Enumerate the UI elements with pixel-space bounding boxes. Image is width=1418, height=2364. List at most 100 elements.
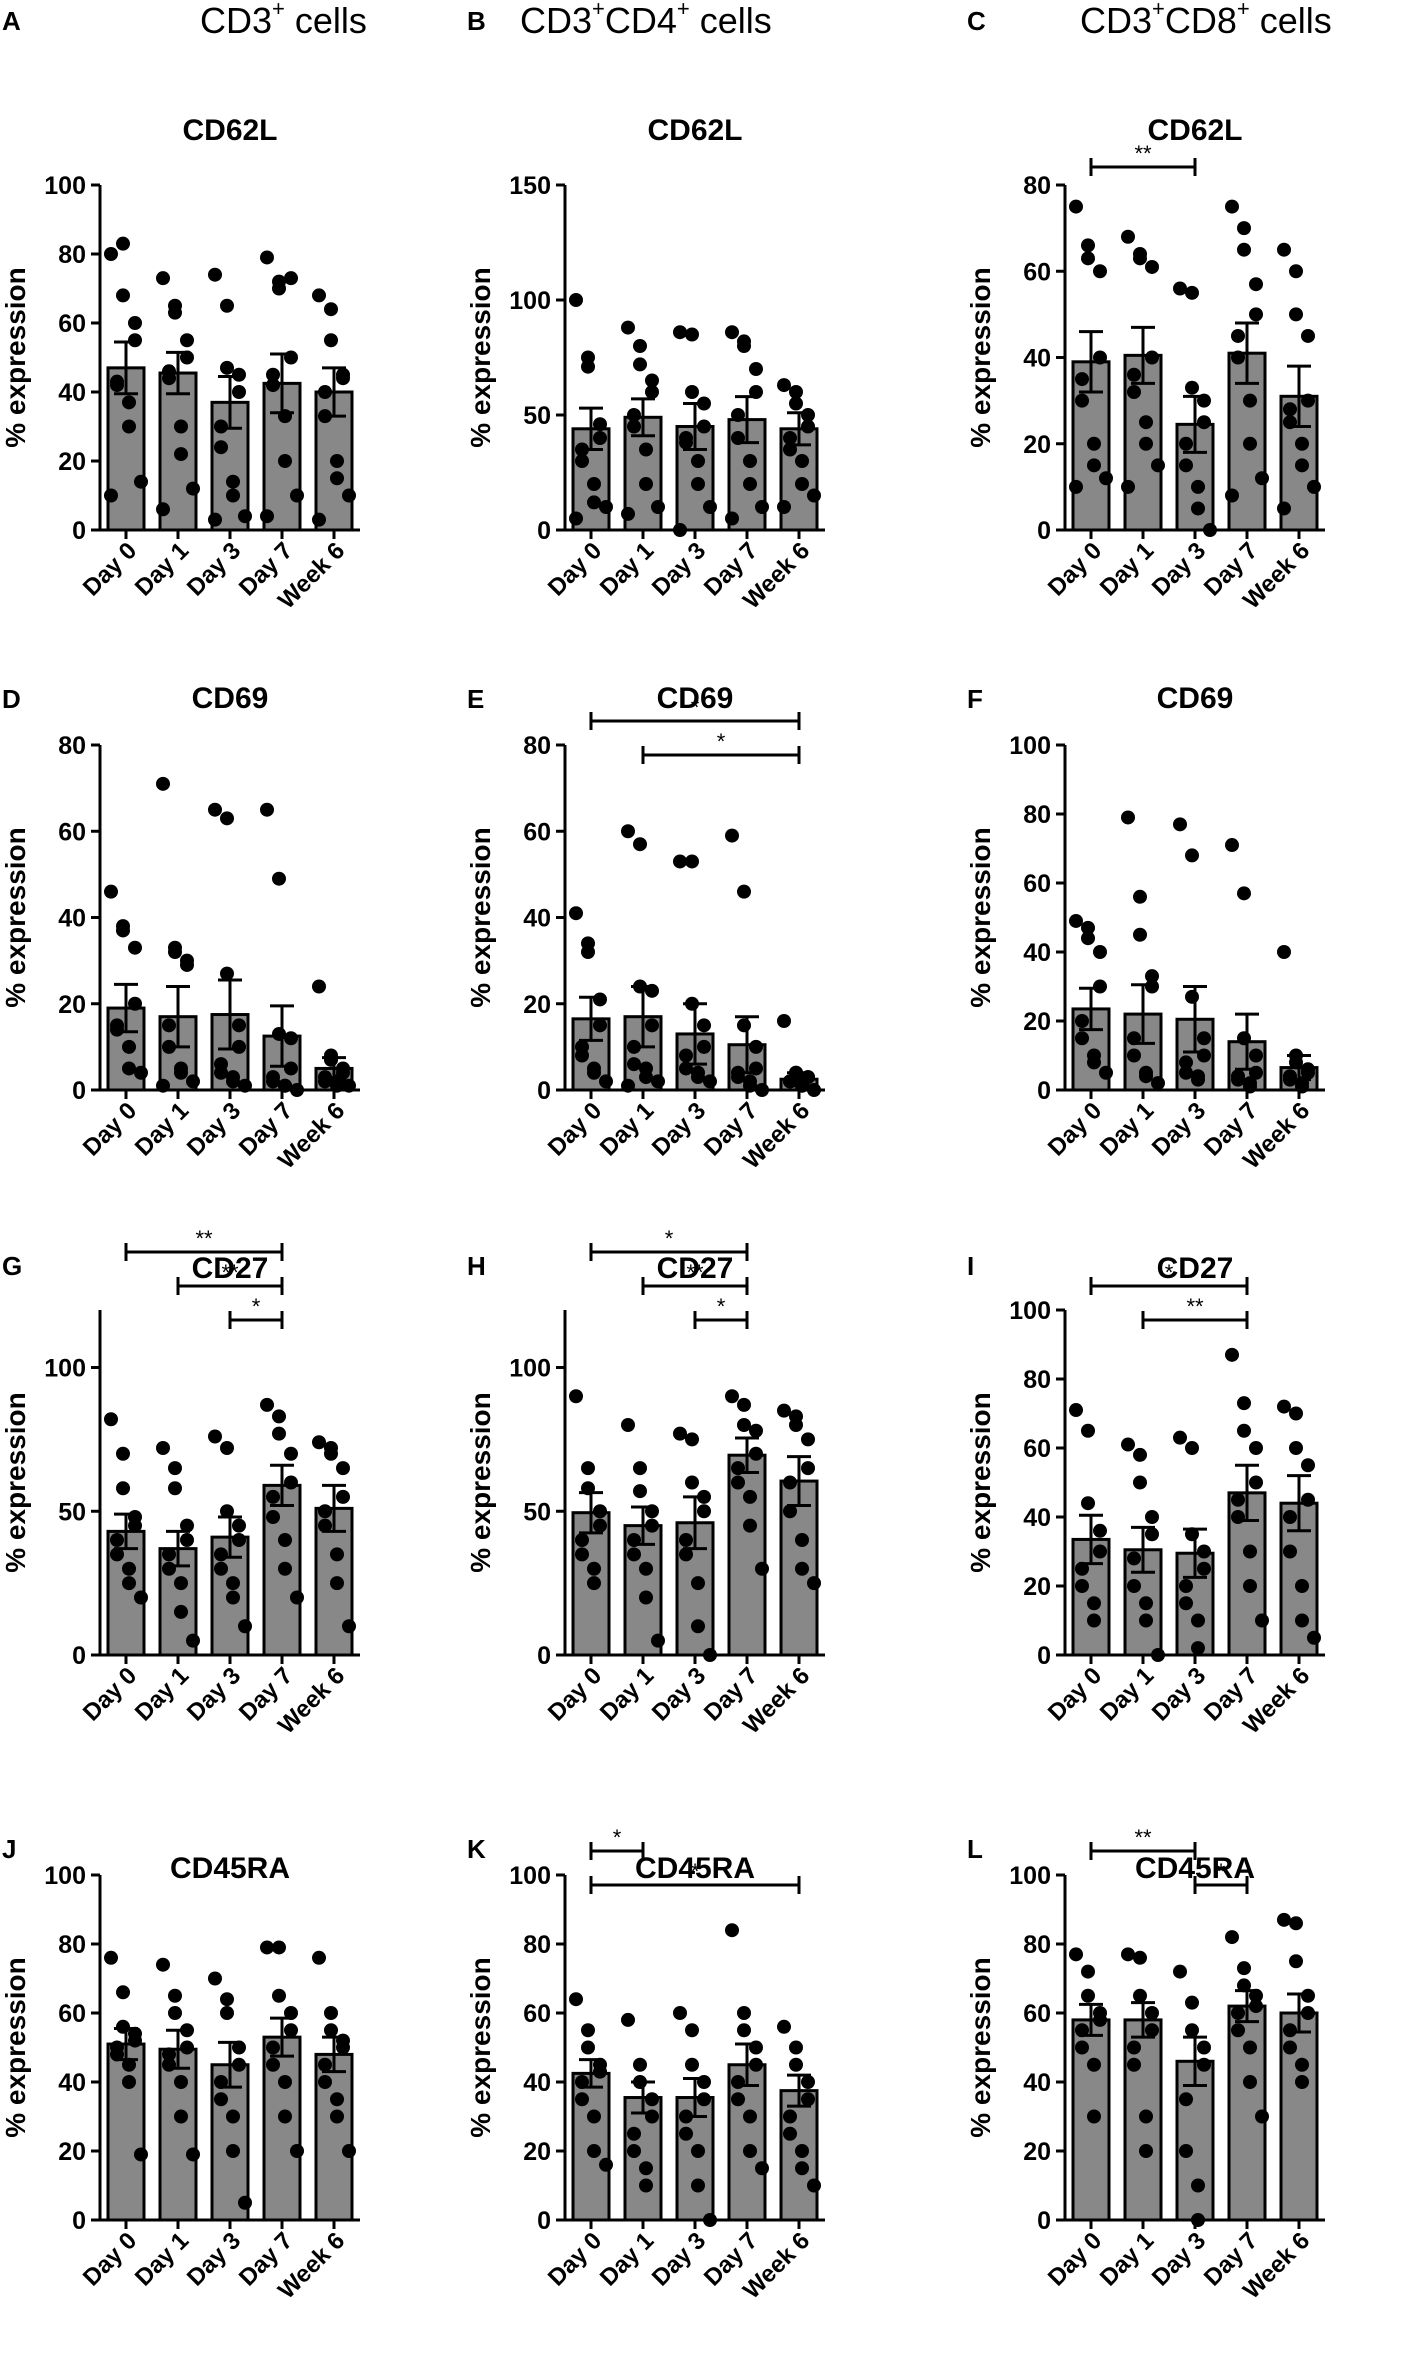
data-point <box>679 1061 693 1076</box>
data-point <box>575 2075 589 2089</box>
data-point <box>569 1992 583 2007</box>
data-point <box>1243 1544 1257 1559</box>
data-point <box>128 333 142 348</box>
data-point <box>266 1074 280 1089</box>
data-point <box>110 378 124 393</box>
data-point <box>122 419 136 434</box>
data-point <box>1133 1475 1147 1490</box>
data-point <box>581 2023 595 2038</box>
data-point <box>801 1432 815 1447</box>
data-point <box>1075 1561 1089 1576</box>
panel-letter: H <box>467 1251 486 1281</box>
data-point <box>587 477 601 491</box>
data-point <box>1145 350 1159 365</box>
data-point <box>703 1074 717 1089</box>
data-point <box>1191 501 1205 516</box>
data-point <box>318 385 332 399</box>
header-text: CD3 <box>1080 0 1153 41</box>
y-tick-label: 40 <box>58 905 86 933</box>
data-point <box>1081 1964 1095 1979</box>
data-point <box>1295 2057 1309 2072</box>
data-point <box>1139 1069 1153 1084</box>
y-tick-label: 80 <box>58 732 86 760</box>
data-point <box>278 2109 292 2124</box>
data-point <box>226 474 240 489</box>
data-point <box>1133 927 1147 942</box>
data-point <box>122 1576 136 1591</box>
data-point <box>679 2109 693 2124</box>
data-point <box>783 431 797 445</box>
data-point <box>272 281 286 296</box>
sig-label: * <box>717 1294 726 1319</box>
y-tick-label: 100 <box>1009 1862 1051 1890</box>
data-point <box>1289 1916 1303 1931</box>
data-point <box>110 1533 124 1547</box>
data-point <box>180 333 194 348</box>
data-point <box>266 1510 280 1524</box>
data-point <box>1197 1544 1211 1559</box>
x-tick-label: Day 0 <box>78 2227 142 2291</box>
data-point <box>587 2109 601 2124</box>
y-tick-label: 40 <box>58 2069 86 2097</box>
x-tick-label: Day 1 <box>130 1662 194 1726</box>
data-point <box>104 1412 118 1427</box>
y-axis-label: % expression <box>965 267 996 448</box>
data-point <box>1191 1072 1205 1087</box>
data-point <box>220 966 234 981</box>
data-point <box>284 1446 298 1461</box>
data-point <box>1069 479 1083 494</box>
data-point <box>1121 1437 1135 1452</box>
data-point <box>324 1052 338 1067</box>
data-point <box>575 454 589 468</box>
data-point <box>162 1547 176 1562</box>
data-point <box>1087 1055 1101 1070</box>
data-point <box>651 1074 665 1089</box>
x-tick-label: Day 3 <box>647 1662 711 1726</box>
y-tick-label: 80 <box>58 241 86 269</box>
data-point <box>1283 2040 1297 2055</box>
data-point <box>587 1561 601 1576</box>
data-point <box>1197 2057 1211 2072</box>
data-point <box>312 1435 326 1450</box>
panel-letter: F <box>967 684 983 714</box>
panel-letter: B <box>467 6 486 36</box>
data-point <box>1231 328 1245 343</box>
y-tick-label: 60 <box>58 2000 86 2028</box>
data-point <box>1179 2144 1193 2158</box>
data-point <box>1185 1995 1199 2010</box>
data-point <box>342 1619 356 1634</box>
data-point <box>186 2147 200 2162</box>
data-point <box>627 1533 641 1547</box>
data-point <box>685 2057 699 2072</box>
data-point <box>168 305 182 320</box>
data-point <box>330 1547 344 1562</box>
header-sup: + <box>1236 0 1250 21</box>
sig-label: * <box>717 729 726 754</box>
data-point <box>679 2126 693 2141</box>
data-point <box>593 417 607 432</box>
x-tick-label: Day 3 <box>1147 537 1211 601</box>
data-point <box>1133 1950 1147 1965</box>
data-point <box>226 1590 240 1605</box>
y-tick-label: 20 <box>58 991 86 1019</box>
data-point <box>633 2057 647 2072</box>
data-point <box>599 2157 613 2172</box>
panel-letter: C <box>967 6 986 36</box>
data-point <box>284 1031 298 1046</box>
data-point <box>755 1083 769 1097</box>
data-point <box>673 523 687 537</box>
data-point <box>731 408 745 422</box>
data-point <box>1255 1613 1269 1628</box>
data-point <box>697 396 711 411</box>
data-point <box>284 1475 298 1490</box>
data-point <box>743 1489 757 1504</box>
data-point <box>1087 2057 1101 2072</box>
data-point <box>104 1950 118 1965</box>
data-point <box>312 979 326 994</box>
y-tick-label: 40 <box>1023 1504 1051 1532</box>
data-point <box>162 1018 176 1033</box>
data-point <box>755 500 769 514</box>
header-text: CD3 <box>520 0 593 41</box>
data-point <box>284 271 298 286</box>
